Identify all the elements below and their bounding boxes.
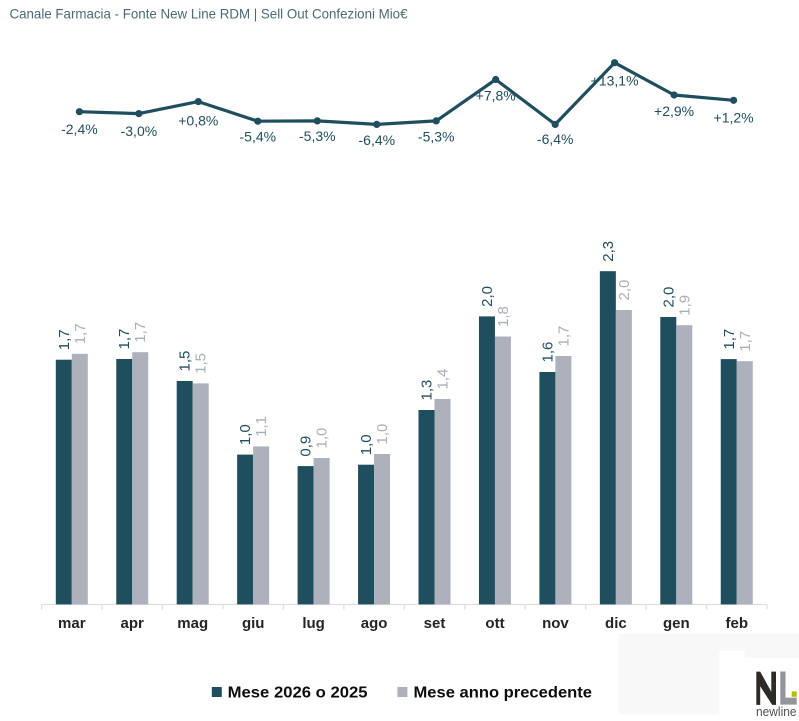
svg-text:2,0: 2,0: [479, 286, 496, 307]
svg-text:1,7: 1,7: [555, 326, 572, 347]
svg-text:1,5: 1,5: [193, 353, 210, 374]
svg-text:1,7: 1,7: [116, 329, 133, 350]
svg-text:1,0: 1,0: [358, 434, 375, 455]
svg-text:-5,3%: -5,3%: [299, 128, 336, 144]
svg-text:1,7: 1,7: [72, 323, 89, 344]
svg-text:0,9: 0,9: [298, 436, 315, 457]
svg-text:feb: feb: [726, 615, 749, 632]
svg-text:1,9: 1,9: [676, 295, 693, 316]
svg-text:+0,8%: +0,8%: [178, 113, 218, 129]
svg-text:nov: nov: [542, 615, 569, 632]
svg-text:Mese anno precedente: Mese anno precedente: [414, 685, 593, 702]
svg-text:-3,0%: -3,0%: [121, 123, 158, 139]
svg-text:1,0: 1,0: [237, 424, 254, 445]
svg-text:mar: mar: [58, 615, 86, 632]
svg-text:1,0: 1,0: [314, 428, 331, 449]
svg-text:1,1: 1,1: [253, 416, 270, 437]
svg-text:+13,1%: +13,1%: [591, 73, 639, 89]
svg-text:2,0: 2,0: [660, 287, 677, 308]
svg-text:+7,8%: +7,8%: [476, 87, 516, 103]
svg-text:-2,4%: -2,4%: [61, 121, 98, 137]
svg-text:1,3: 1,3: [419, 380, 436, 401]
svg-text:apr: apr: [121, 615, 145, 632]
svg-text:giu: giu: [242, 615, 265, 632]
svg-text:set: set: [424, 615, 446, 632]
svg-text:1,0: 1,0: [374, 424, 391, 445]
svg-text:2,0: 2,0: [616, 280, 633, 301]
svg-text:-6,4%: -6,4%: [537, 131, 574, 147]
svg-text:Mese 2026 o 2025: Mese 2026 o 2025: [228, 685, 368, 702]
svg-text:gen: gen: [663, 615, 690, 632]
svg-text:1,5: 1,5: [177, 351, 194, 372]
svg-text:ago: ago: [361, 615, 388, 632]
svg-text:newline: newline: [756, 705, 797, 720]
svg-text:-6,4%: -6,4%: [359, 132, 396, 148]
svg-text:1,7: 1,7: [132, 322, 149, 343]
svg-text:+1,2%: +1,2%: [714, 110, 754, 126]
svg-text:ott: ott: [485, 615, 504, 632]
svg-text:1,4: 1,4: [435, 369, 452, 390]
svg-text:lug: lug: [302, 615, 325, 632]
svg-text:dic: dic: [605, 615, 627, 632]
svg-text:1,6: 1,6: [539, 342, 556, 363]
svg-text:1,7: 1,7: [721, 329, 738, 350]
svg-text:1,8: 1,8: [495, 306, 512, 327]
svg-text:Canale Farmacia - Fonte New Li: Canale Farmacia - Fonte New Line RDM | S…: [10, 6, 408, 22]
svg-text:1,7: 1,7: [737, 331, 754, 352]
svg-text:-5,4%: -5,4%: [240, 129, 277, 145]
svg-text:1,7: 1,7: [56, 329, 73, 350]
svg-text:mag: mag: [177, 615, 208, 632]
svg-text:2,3: 2,3: [600, 241, 617, 262]
svg-text:-5,3%: -5,3%: [418, 129, 455, 145]
svg-text:+2,9%: +2,9%: [654, 103, 694, 119]
